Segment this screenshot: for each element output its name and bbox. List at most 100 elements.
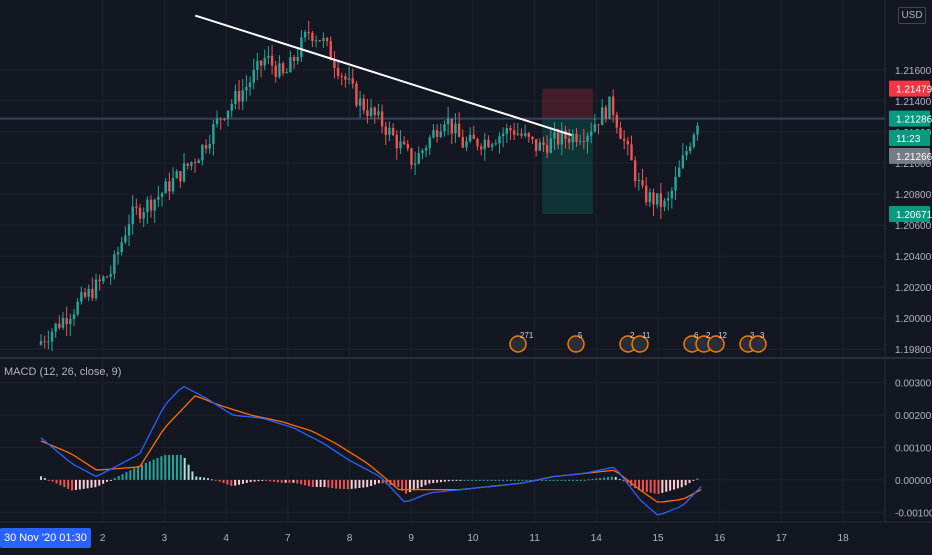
macd-histogram-bar: [222, 479, 225, 484]
candle-body: [168, 181, 171, 192]
candle-body: [472, 134, 475, 139]
candle-body: [648, 192, 652, 203]
macd-histogram-bar: [412, 479, 415, 491]
candle-body: [619, 127, 622, 139]
macd-histogram-bar: [568, 479, 571, 481]
macd-histogram-bar: [610, 476, 613, 480]
macd-histogram-bar: [385, 479, 388, 485]
candle-body: [538, 142, 542, 151]
event-count: 271: [520, 331, 534, 340]
macd-histogram-bar: [137, 466, 140, 480]
macd-histogram-bar: [459, 479, 462, 481]
macd-histogram-bar: [257, 479, 260, 482]
event-markers[interactable]: 271 5 2 11 6 2 12 3 3: [509, 331, 767, 353]
candle-body: [318, 40, 321, 42]
currency-button[interactable]: USD: [898, 7, 926, 24]
price-label-text: 1.21479: [896, 85, 932, 96]
macd-histogram-bar: [556, 479, 559, 481]
candle-body: [39, 341, 43, 345]
position-tool[interactable]: [0, 88, 885, 215]
price-label: 1.21479: [889, 80, 932, 97]
macd-histogram-bar: [109, 479, 112, 481]
macd-histogram-bar: [350, 479, 353, 489]
macd-histogram-bar: [645, 479, 648, 492]
candle-body: [373, 107, 376, 115]
macd-histogram-bar: [183, 458, 186, 480]
macd-histogram-bar: [634, 479, 637, 489]
candle-body: [241, 90, 244, 102]
candle-body: [248, 82, 252, 87]
price-tick-label: 1.20800: [895, 190, 932, 201]
candle-body: [402, 141, 406, 145]
macd-histogram-bar: [276, 479, 279, 483]
macd-histogram-bar: [614, 476, 617, 480]
time-tick-label: 2: [100, 533, 106, 544]
candle-body: [677, 167, 681, 177]
candle-body: [604, 107, 608, 119]
candle-body: [314, 40, 318, 42]
candle-body: [127, 224, 131, 236]
candle-body: [578, 141, 582, 143]
macd-histogram-bar: [436, 479, 439, 483]
macd-histogram-bar: [673, 479, 676, 490]
macd-histogram-bar: [529, 479, 532, 481]
candle-body: [545, 145, 549, 153]
candle-body: [72, 314, 76, 320]
trendline[interactable]: [194, 14, 572, 136]
macd-histogram-bar: [638, 479, 641, 491]
candle-body: [336, 67, 340, 76]
candle-body: [509, 128, 512, 131]
date-crosshair-label: 30 Nov '20 01:30: [0, 528, 91, 548]
macd-histogram-bar: [238, 479, 241, 485]
macd-histogram-bar: [218, 479, 221, 482]
candle-body: [446, 118, 450, 125]
candle-body: [278, 63, 281, 77]
macd-histogram-bar: [175, 454, 178, 480]
macd-histogram-bar: [684, 479, 687, 486]
signal-line: [40, 395, 702, 503]
candle-body: [91, 288, 94, 299]
event-flag-icon: [509, 335, 527, 353]
macd-histogram-bar: [327, 479, 330, 488]
candle-body: [608, 96, 611, 119]
macd-histogram-bar: [525, 479, 528, 481]
candle-body: [399, 141, 402, 149]
macd-histogram-bar: [292, 479, 295, 483]
candle-body: [688, 146, 692, 152]
candle-body: [94, 279, 98, 299]
macd-histogram-bar: [381, 479, 384, 484]
macd-histogram-bar: [405, 479, 408, 494]
price-label: 1.21286: [889, 110, 932, 127]
macd-histogram-bar: [315, 479, 318, 488]
macd-histogram-bar: [575, 479, 578, 481]
macd-histogram-bar: [548, 479, 551, 481]
price-label-text: 11:23: [896, 134, 921, 145]
candle-body: [479, 146, 483, 150]
macd-histogram-bar: [323, 479, 326, 488]
candle-body: [344, 76, 347, 80]
candle-body: [670, 190, 674, 199]
candle-body: [311, 32, 314, 42]
candle-body: [61, 318, 65, 328]
candle-body: [164, 181, 167, 194]
macd-histogram-bar: [486, 479, 489, 481]
candle-body: [391, 127, 395, 136]
candle-body: [556, 132, 560, 145]
candle-body: [600, 107, 604, 126]
price-label-bg: [889, 147, 930, 164]
candle-body: [98, 279, 101, 282]
candle-body: [237, 91, 241, 102]
price-tick-label: 1.20600: [895, 221, 932, 232]
candle-body: [157, 196, 160, 200]
macd-histogram-bar: [102, 479, 105, 484]
macd-histogram-bar: [98, 479, 101, 486]
candle-body: [193, 162, 197, 164]
macd-line: [40, 385, 702, 516]
candle-body: [366, 110, 369, 116]
macd-histogram-bar: [288, 479, 291, 483]
macd-histogram-bar: [106, 479, 109, 482]
candle-body: [362, 98, 365, 111]
event-count: 3: [750, 331, 755, 340]
